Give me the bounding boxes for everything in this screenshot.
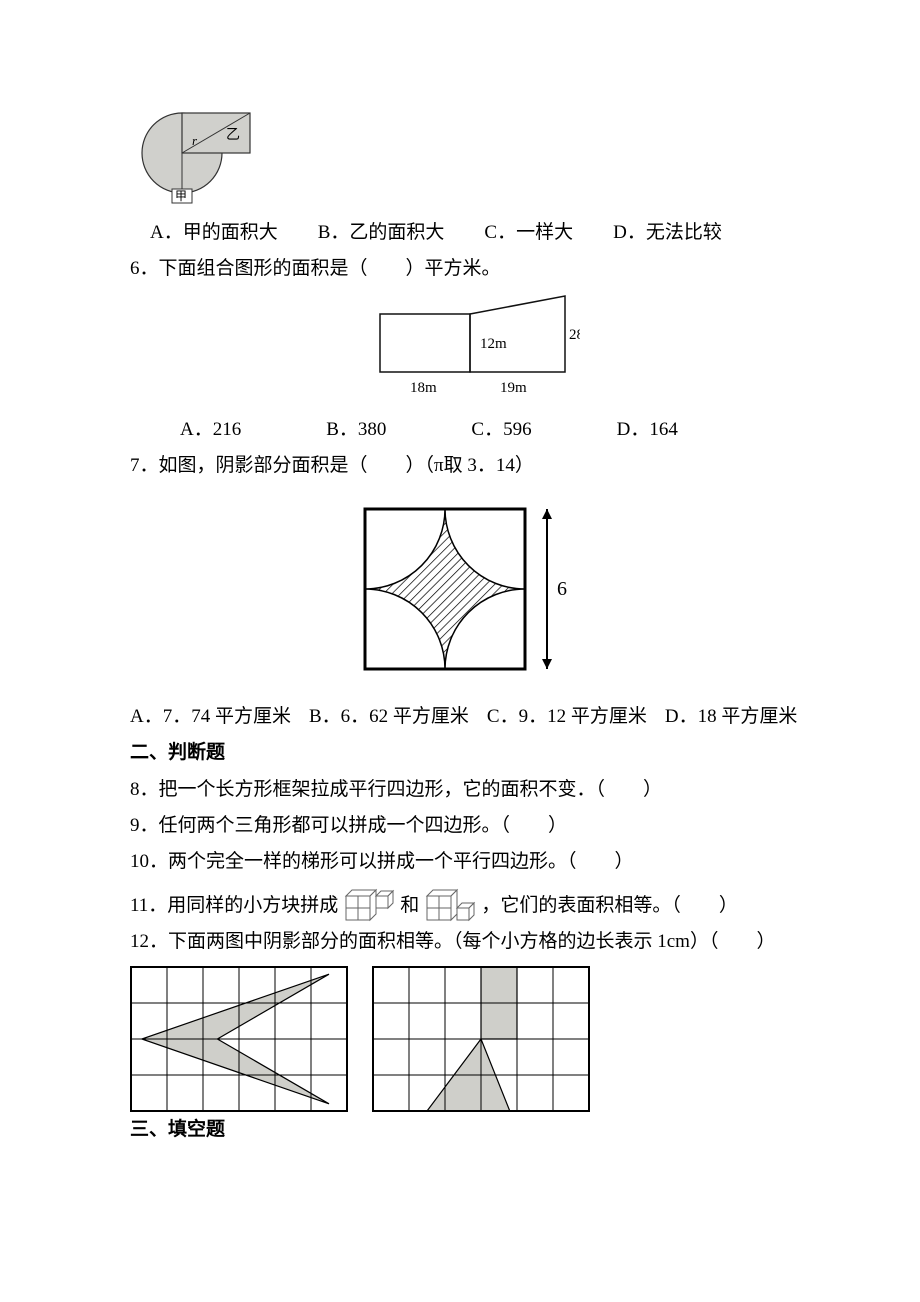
svg-text:28m: 28m bbox=[569, 327, 580, 343]
q7-options: A．7．74 平方厘米 B．6．62 平方厘米 C．9．12 平方厘米 D．18… bbox=[130, 699, 800, 735]
q7-stem: 7．如图，阴影部分面积是（ ）（π取 3．14） bbox=[130, 448, 800, 484]
q11-pre: 11．用同样的小方块拼成 bbox=[130, 888, 338, 924]
q7-opt-a: A．7．74 平方厘米 bbox=[130, 699, 291, 735]
q11-cube1 bbox=[342, 880, 396, 924]
q8-stem: 8．把一个长方形框架拉成平行四边形，它的面积不变．（ ） bbox=[130, 772, 800, 808]
q12-figures bbox=[130, 966, 800, 1112]
q5-figure: r乙甲 bbox=[130, 105, 800, 205]
svg-text:12m: 12m bbox=[480, 336, 507, 352]
q11-mid: 和 bbox=[400, 888, 419, 924]
q5-options: A．甲的面积大 B．乙的面积大 C．一样大 D．无法比较 bbox=[130, 215, 800, 251]
section2-title: 二、判断题 bbox=[130, 735, 800, 771]
svg-text:甲: 甲 bbox=[175, 189, 187, 203]
q10-stem: 10．两个完全一样的梯形可以拼成一个平行四边形。（ ） bbox=[130, 844, 800, 880]
q5-opt-d: D．无法比较 bbox=[613, 215, 722, 251]
svg-text:18m: 18m bbox=[410, 380, 437, 396]
q6-opt-b: B．380 bbox=[326, 412, 386, 448]
q6-options: A．216 B．380 C．596 D．164 bbox=[130, 412, 800, 448]
svg-text:19m: 19m bbox=[500, 380, 527, 396]
svg-text:6: 6 bbox=[557, 578, 567, 600]
q5-opt-c: C．一样大 bbox=[484, 215, 573, 251]
q9-stem: 9．任何两个三角形都可以拼成一个四边形。（ ） bbox=[130, 808, 800, 844]
svg-text:乙: 乙 bbox=[226, 127, 240, 143]
q7-opt-b: B．6．62 平方厘米 bbox=[309, 699, 469, 735]
q7-opt-c: C．9．12 平方厘米 bbox=[487, 699, 647, 735]
q5-opt-a: A．甲的面积大 bbox=[150, 215, 278, 251]
q7-opt-d: D．18 平方厘米 bbox=[665, 699, 797, 735]
q12-fig-b bbox=[372, 966, 590, 1112]
q6-opt-d: D．164 bbox=[617, 412, 678, 448]
q11-stem: 11．用同样的小方块拼成 和 ，它们的表面积相等。（ ） bbox=[130, 880, 800, 924]
q12-fig-a bbox=[130, 966, 348, 1112]
q6-opt-a: A．216 bbox=[180, 412, 241, 448]
q12-stem: 12．下面两图中阴影部分的面积相等。（每个小方格的边长表示 1cm）（ ） bbox=[130, 924, 800, 960]
q11-cube2 bbox=[423, 880, 477, 924]
q7-figure: 6 bbox=[130, 489, 800, 689]
q6-stem: 6．下面组合图形的面积是（ ）平方米。 bbox=[130, 251, 800, 287]
q6-figure: 12m 28m 18m 19m bbox=[130, 292, 800, 402]
q5-opt-b: B．乙的面积大 bbox=[318, 215, 445, 251]
q6-opt-c: C．596 bbox=[471, 412, 531, 448]
q11-post: ，它们的表面积相等。（ ） bbox=[481, 888, 738, 924]
section3-title: 三、填空题 bbox=[130, 1112, 800, 1148]
